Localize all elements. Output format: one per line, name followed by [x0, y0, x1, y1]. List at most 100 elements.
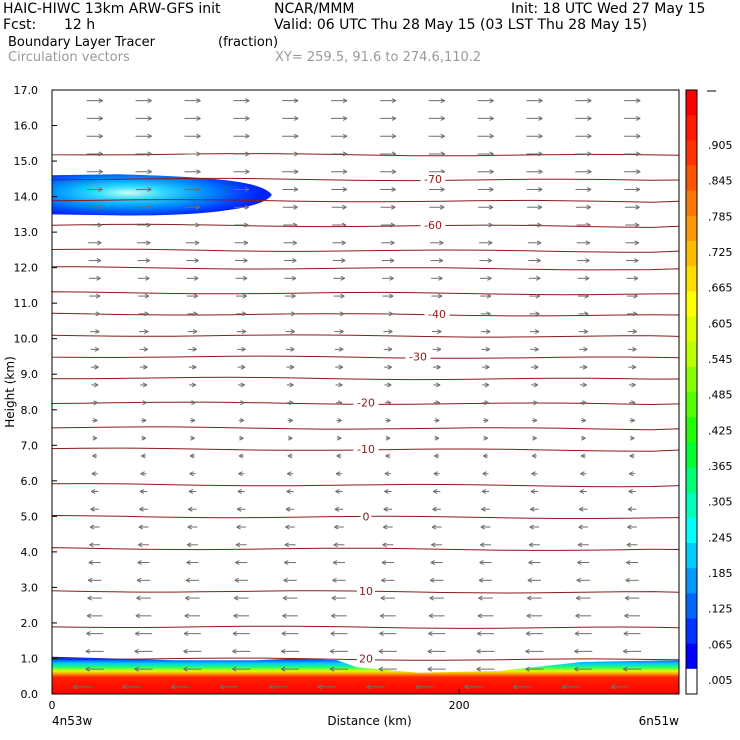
circulation-vector: [332, 222, 347, 228]
circulation-vector: [378, 666, 397, 672]
y-tick-label: 8.0: [21, 404, 39, 417]
circulation-vector: [383, 329, 393, 335]
colorbar-label: .785: [708, 210, 733, 223]
circulation-vector: [482, 400, 489, 406]
circulation-vector: [383, 346, 393, 352]
circulation-vector: [88, 258, 102, 263]
circulation-vector: [234, 222, 249, 228]
circulation-vector: [622, 648, 642, 654]
temperature-contour-line: [52, 199, 679, 203]
circulation-vector: [428, 613, 445, 619]
circulation-vector: [336, 453, 342, 459]
circulation-vector: [87, 595, 102, 601]
circulation-vector: [526, 115, 543, 121]
contour-label: -60: [424, 219, 442, 232]
circulation-vector: [285, 311, 296, 317]
circulation-vector: [135, 151, 152, 157]
y-tick-label: 9.0: [21, 368, 39, 381]
circulation-vector: [526, 169, 543, 175]
circulation-vector: [288, 435, 293, 441]
temperature-contour-line: [52, 312, 679, 317]
temperature-contour-line: [52, 590, 679, 594]
circulation-vector: [630, 435, 635, 441]
circulation-vector: [187, 293, 199, 299]
circulation-vector: [629, 417, 635, 423]
circulation-vector: [282, 187, 299, 192]
circulation-vector: [286, 364, 295, 370]
circulation-vector: [382, 542, 394, 548]
temperature-contour-line: [52, 401, 679, 406]
colorbar-label: .485: [708, 389, 733, 402]
temperature-contour-line: [52, 177, 679, 182]
circulation-vector: [625, 560, 639, 565]
circulation-vector: [188, 506, 197, 512]
circulation-vector: [478, 204, 494, 210]
circulation-vector: [331, 595, 347, 601]
circulation-vector: [280, 648, 300, 654]
circulation-vector: [332, 577, 346, 583]
circulation-vector: [624, 151, 641, 157]
temperature-contour-line: [52, 291, 679, 296]
contour-label-background: [420, 219, 446, 232]
circulation-vector: [282, 204, 298, 210]
contour-label: 20: [359, 652, 373, 665]
circulation-vector: [331, 204, 347, 210]
circulation-vector: [382, 311, 394, 317]
circulation-vector: [136, 595, 151, 601]
circulation-vector: [233, 98, 250, 104]
circulation-vector: [87, 204, 103, 210]
fcst-value: 12 h: [64, 17, 96, 33]
circulation-vector: [286, 489, 294, 494]
temperature-contour-line: [52, 447, 679, 452]
circulation-vector: [575, 133, 592, 139]
circulation-vector: [287, 417, 293, 423]
circulation-vector: [623, 631, 641, 637]
circulation-vector: [187, 311, 198, 317]
circulation-vector: [481, 329, 491, 335]
circulation-vector: [578, 524, 589, 530]
colorbar-swatch: [686, 266, 697, 292]
circulation-vector: [73, 684, 92, 690]
circulation-vector: [283, 560, 297, 565]
circulation-vector: [233, 595, 249, 601]
circulation-vector: [528, 275, 541, 281]
circulation-vector: [86, 98, 103, 104]
colorbar-label: .305: [708, 496, 733, 509]
circulation-vector: [219, 684, 239, 690]
circulation-vector: [183, 666, 202, 672]
circulation-vector: [624, 133, 641, 139]
circulation-vector: [331, 613, 347, 619]
circulation-vector: [575, 98, 592, 104]
colorbar-label: .005: [708, 674, 733, 687]
circulation-vector: [334, 506, 344, 512]
circulation-vector: [627, 329, 637, 335]
circulation-vector: [135, 133, 152, 139]
circulation-vector: [136, 577, 151, 583]
circulation-vector: [282, 115, 299, 121]
circulation-vector: [380, 595, 396, 601]
circulation-vector: [380, 204, 396, 210]
circulation-vector: [333, 542, 345, 548]
circulation-vector: [577, 560, 590, 565]
circulation-vector: [92, 417, 98, 423]
circulation-vector: [134, 648, 153, 654]
circulation-vector: [531, 382, 539, 388]
circulation-vector: [235, 542, 247, 548]
circulation-vector: [528, 560, 541, 565]
field1-units: (fraction): [218, 35, 279, 50]
circulation-vector: [336, 417, 342, 423]
circulation-vector: [381, 240, 395, 246]
y-tick-label: 0.0: [21, 688, 39, 701]
circulation-vector: [237, 382, 245, 388]
circulation-vector: [531, 453, 537, 459]
circulation-vector: [380, 187, 396, 192]
circulation-vector: [237, 364, 246, 370]
circulation-vector: [430, 240, 444, 246]
circulation-vector: [477, 169, 494, 175]
circulation-vector: [188, 346, 197, 352]
circulation-vector: [379, 169, 397, 175]
circulation-vector: [331, 133, 348, 139]
init-time: Init: 18 UTC Wed 27 May 15: [511, 1, 706, 17]
circulation-vector: [85, 666, 104, 672]
